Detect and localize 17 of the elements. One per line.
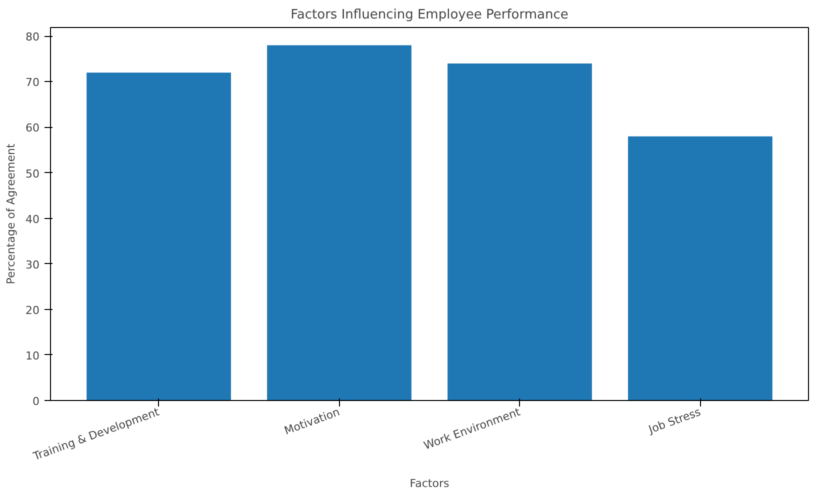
y-tick-label: 50 xyxy=(26,167,40,180)
bar xyxy=(448,63,592,400)
x-axis-title: Factors xyxy=(410,477,450,490)
y-tick-label: 10 xyxy=(26,349,40,362)
y-tick-label: 60 xyxy=(26,122,40,135)
y-tick-label: 20 xyxy=(26,304,40,317)
x-tick-label: Job Stress xyxy=(646,405,703,437)
y-tick-label: 0 xyxy=(32,395,40,408)
y-tick-label: 40 xyxy=(26,212,40,226)
bar xyxy=(267,45,412,400)
chart-title: Factors Influencing Employee Performance xyxy=(290,8,568,22)
bar xyxy=(86,72,231,400)
y-axis-title: Percentage of Agreement xyxy=(4,143,18,284)
bar xyxy=(628,136,772,400)
y-tick-label: 30 xyxy=(26,258,40,272)
y-tick-label: 70 xyxy=(26,76,40,90)
y-tick-label: 80 xyxy=(26,30,40,44)
